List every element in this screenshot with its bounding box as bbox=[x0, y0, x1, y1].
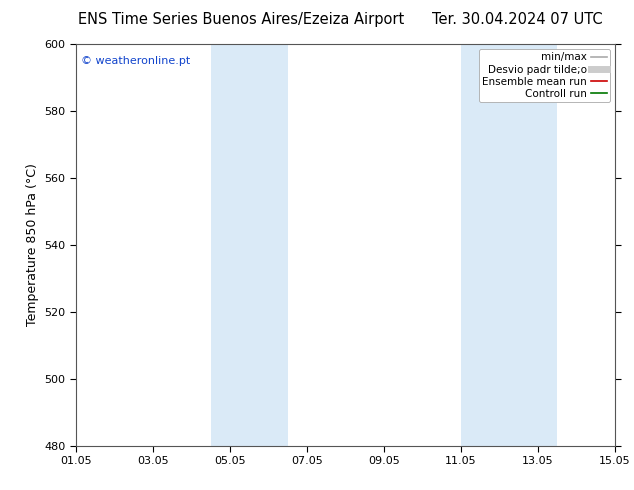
Text: ENS Time Series Buenos Aires/Ezeiza Airport: ENS Time Series Buenos Aires/Ezeiza Airp… bbox=[78, 12, 404, 27]
Bar bbox=[210, 44, 288, 446]
Bar bbox=[461, 44, 557, 446]
Text: © weatheronline.pt: © weatheronline.pt bbox=[81, 56, 191, 66]
Y-axis label: Temperature 850 hPa (°C): Temperature 850 hPa (°C) bbox=[26, 164, 39, 326]
Legend: min/max, Desvio padr tilde;o, Ensemble mean run, Controll run: min/max, Desvio padr tilde;o, Ensemble m… bbox=[479, 49, 610, 102]
Text: Ter. 30.04.2024 07 UTC: Ter. 30.04.2024 07 UTC bbox=[432, 12, 602, 27]
